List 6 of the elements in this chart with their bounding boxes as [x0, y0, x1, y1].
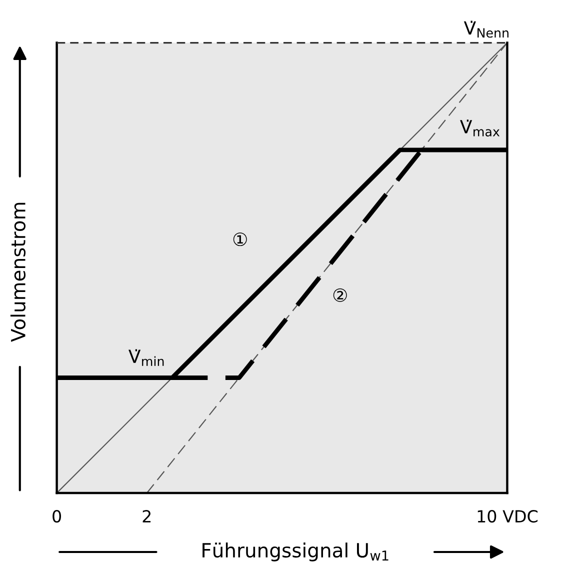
x-tick-label: 10 VDC: [478, 510, 538, 523]
x-tick-label: 0: [52, 510, 61, 523]
x-tick-label: 2: [142, 510, 151, 522]
y-axis-title: Volumenstrom: [10, 202, 26, 342]
x-axis-title: Führungssignal U$_{w1}$: [202, 542, 388, 562]
ref-line-label: V̇$_{Nenn}$: [464, 20, 508, 38]
